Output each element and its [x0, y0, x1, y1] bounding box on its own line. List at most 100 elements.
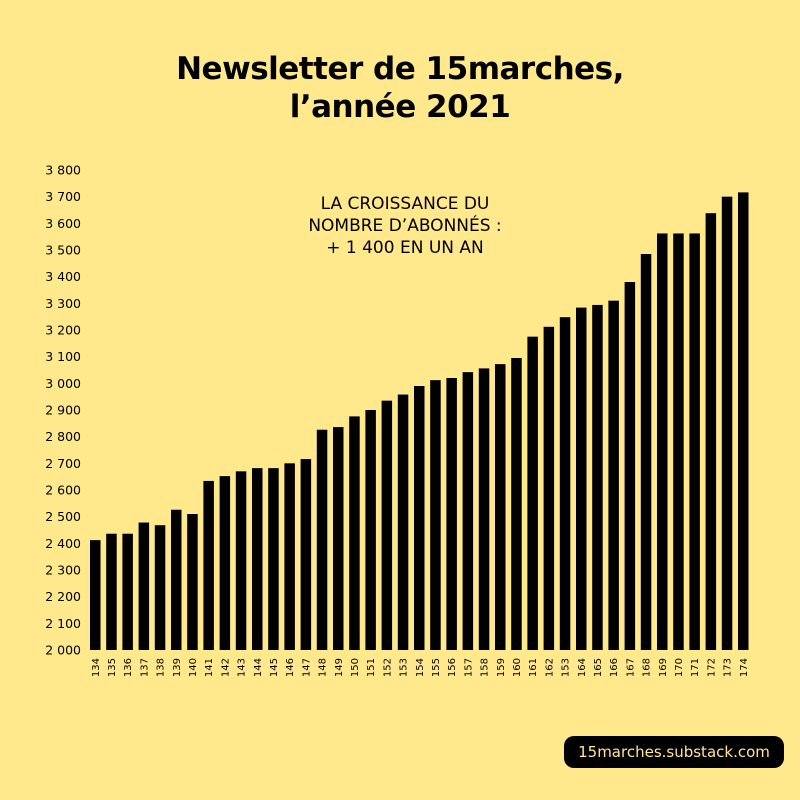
x-tick-label: 171 [690, 658, 701, 677]
y-tick-label: 3 400 [45, 269, 81, 284]
x-tick-label: 152 [382, 658, 393, 677]
bar [106, 533, 117, 650]
bar [316, 429, 328, 650]
bar [90, 540, 101, 650]
y-tick-label: 3 200 [45, 323, 81, 338]
x-tick-label: 174 [739, 658, 750, 677]
x-tick-label: 148 [318, 658, 329, 677]
bar [543, 326, 555, 650]
y-tick-label: 3 000 [45, 376, 81, 391]
website-link[interactable]: 15marches.substack.com [564, 736, 784, 768]
x-tick-label: 150 [350, 658, 361, 677]
bar [608, 300, 619, 650]
bar [171, 509, 182, 650]
x-tick-label: 169 [658, 658, 669, 677]
x-tick-label: 164 [577, 658, 588, 677]
x-tick-label: 166 [609, 658, 620, 677]
y-tick-label: 3 500 [45, 243, 81, 258]
growth-annotation: LA CROISSANCE DU NOMBRE D’ABONNÉS : + 1 … [235, 193, 575, 259]
x-tick-label: 135 [107, 658, 118, 677]
x-tick-label: 155 [431, 658, 442, 677]
bar [219, 476, 231, 650]
bar [349, 416, 360, 650]
x-tick-label: 158 [480, 658, 491, 677]
x-tick-label: 151 [366, 658, 377, 677]
y-tick-label: 2 400 [45, 536, 81, 551]
x-tick-label: 159 [496, 658, 507, 677]
x-tick-label: 172 [706, 658, 717, 677]
y-tick-label: 3 700 [45, 189, 81, 204]
y-tick-label: 2 900 [45, 403, 81, 418]
x-tick-label: 170 [674, 658, 685, 677]
y-tick-label: 2 800 [45, 429, 81, 444]
bar [268, 468, 279, 650]
bar [640, 254, 652, 650]
bar [333, 427, 344, 650]
x-tick-label: 138 [156, 658, 167, 677]
x-tick-label: 145 [269, 658, 280, 677]
y-tick-label: 2 600 [45, 483, 81, 498]
chart-title: Newsletter de 15marches, l’année 2021 [0, 50, 800, 126]
bar [689, 233, 700, 650]
bar [235, 471, 247, 650]
bar [624, 282, 636, 650]
bar [381, 400, 393, 650]
x-tick-label: 137 [139, 658, 150, 677]
x-tick-label: 165 [593, 658, 604, 677]
y-tick-label: 2 100 [45, 616, 81, 631]
bar [592, 304, 603, 650]
bar [122, 533, 133, 650]
bar [446, 378, 457, 650]
x-tick-label: 136 [123, 658, 134, 677]
bar [738, 192, 749, 650]
y-tick-label: 2 700 [45, 456, 81, 471]
bar [138, 522, 150, 650]
y-tick-label: 2 500 [45, 509, 81, 524]
bar [511, 358, 522, 650]
x-tick-label: 168 [642, 658, 653, 677]
y-tick-label: 3 100 [45, 349, 81, 364]
annotation-line-1: LA CROISSANCE DU [320, 194, 490, 214]
annotation-line-3: + 1 400 EN UN AN [326, 238, 484, 258]
y-tick-label: 2 200 [45, 589, 81, 604]
bar [284, 463, 295, 650]
x-tick-label: 141 [204, 658, 215, 677]
x-tick-label: 161 [528, 658, 539, 677]
x-tick-label: 139 [172, 658, 183, 677]
bar [673, 233, 684, 650]
x-tick-label: 144 [253, 658, 264, 677]
bar [527, 336, 538, 650]
x-tick-label: 140 [188, 658, 199, 677]
bar [657, 233, 668, 650]
bar [430, 380, 441, 650]
bar [462, 372, 474, 650]
x-tick-label: 143 [237, 658, 248, 677]
bar [721, 196, 733, 650]
x-tick-label: 160 [512, 658, 523, 677]
bar [300, 459, 312, 650]
x-tick-label: 146 [285, 658, 296, 677]
bar [154, 525, 166, 650]
x-tick-label: 157 [463, 658, 474, 677]
bar [576, 307, 587, 650]
x-tick-label: 153 [561, 658, 572, 677]
bar [252, 468, 263, 650]
bar [203, 480, 214, 650]
x-tick-label: 142 [220, 658, 231, 677]
y-axis: 2 000 2 100 2 200 2 300 2 400 2 500 2 600 2 700… [45, 163, 81, 658]
x-tick-label: 147 [301, 658, 312, 677]
bar [559, 317, 571, 650]
x-tick-label: 149 [334, 658, 345, 677]
y-tick-label: 3 600 [45, 216, 81, 231]
bar [478, 368, 490, 650]
x-tick-label: 134 [91, 658, 102, 677]
y-tick-label: 2 300 [45, 563, 81, 578]
y-tick-label: 3 300 [45, 296, 81, 311]
x-tick-label: 167 [625, 658, 636, 677]
bars [90, 192, 749, 650]
y-tick-label: 3 800 [45, 163, 81, 178]
bar [705, 213, 717, 650]
annotation-line-2: NOMBRE D’ABONNÉS : [308, 216, 502, 236]
title-line-1: Newsletter de 15marches, [176, 51, 624, 87]
